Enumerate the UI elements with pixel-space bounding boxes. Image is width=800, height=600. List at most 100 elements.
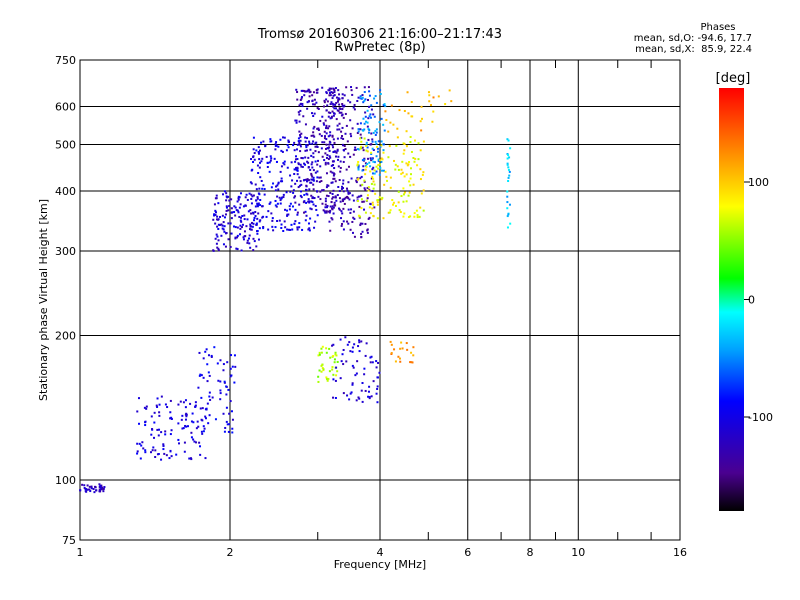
- data-point: [287, 139, 290, 142]
- data-point: [334, 204, 337, 207]
- data-point: [332, 189, 335, 192]
- data-point: [344, 196, 347, 199]
- data-point: [252, 136, 255, 139]
- data-point: [333, 361, 336, 364]
- data-point: [299, 150, 302, 153]
- data-point: [301, 105, 304, 108]
- data-point: [324, 197, 327, 200]
- data-point: [102, 490, 105, 493]
- data-point: [349, 101, 352, 104]
- data-point: [290, 185, 293, 188]
- data-point: [406, 91, 409, 94]
- data-point: [211, 396, 214, 399]
- data-point: [239, 219, 242, 222]
- data-point: [366, 150, 369, 153]
- data-point: [310, 112, 313, 115]
- data-point: [416, 216, 419, 219]
- data-point: [508, 156, 511, 159]
- data-point: [247, 237, 250, 240]
- data-point: [294, 201, 297, 204]
- data-point: [314, 204, 317, 207]
- data-point: [312, 114, 315, 117]
- data-point: [329, 134, 332, 137]
- data-point: [170, 417, 173, 420]
- data-point: [301, 157, 304, 160]
- data-point: [328, 87, 331, 90]
- data-point: [295, 166, 298, 169]
- data-point: [325, 194, 328, 197]
- data-point: [354, 146, 357, 149]
- data-point: [269, 159, 272, 162]
- data-point: [215, 233, 218, 236]
- data-point: [312, 169, 315, 172]
- data-point: [340, 210, 343, 213]
- data-point: [298, 120, 301, 123]
- data-point: [378, 371, 381, 374]
- data-point: [311, 94, 314, 97]
- data-point: [351, 194, 354, 197]
- data-point: [357, 128, 360, 131]
- data-point: [231, 365, 234, 368]
- data-point: [338, 98, 341, 101]
- stats-o-mode: mean, sd,O: -94.6, 17.7: [633, 33, 752, 44]
- data-point: [321, 367, 324, 370]
- data-point: [258, 161, 261, 164]
- data-point: [225, 195, 228, 198]
- data-point: [349, 228, 352, 231]
- data-point: [403, 175, 406, 178]
- data-point: [332, 177, 335, 180]
- data-point: [371, 168, 374, 171]
- data-point: [225, 206, 228, 209]
- data-point: [391, 199, 394, 202]
- data-point: [160, 458, 163, 461]
- data-point: [236, 200, 239, 203]
- data-point: [233, 205, 236, 208]
- data-point: [280, 177, 283, 180]
- data-point: [318, 176, 321, 179]
- data-point: [301, 89, 304, 92]
- data-point: [368, 115, 371, 118]
- data-point: [376, 147, 379, 150]
- data-point: [307, 156, 310, 159]
- data-point: [376, 217, 379, 220]
- data-point: [268, 202, 271, 205]
- colorbar-tick-label: 100: [748, 176, 769, 189]
- data-point: [344, 112, 347, 115]
- data-point: [325, 138, 328, 141]
- data-point: [301, 228, 304, 231]
- data-point: [256, 229, 259, 232]
- data-point: [367, 127, 370, 130]
- data-point: [271, 225, 274, 228]
- data-point: [144, 424, 147, 427]
- data-point: [141, 441, 144, 444]
- data-point: [509, 147, 512, 150]
- data-point: [140, 444, 143, 447]
- data-point: [422, 171, 425, 174]
- data-point: [359, 137, 362, 140]
- data-point: [324, 203, 327, 206]
- data-point: [419, 168, 422, 171]
- data-point: [222, 228, 225, 231]
- data-point: [319, 165, 322, 168]
- data-point: [257, 212, 260, 215]
- data-point: [332, 105, 335, 108]
- data-point: [222, 412, 225, 415]
- colorbar-label: [deg]: [716, 71, 751, 86]
- data-point: [156, 428, 159, 431]
- data-point: [199, 453, 202, 456]
- data-point: [151, 449, 154, 452]
- data-point: [268, 161, 271, 164]
- data-point: [329, 117, 332, 120]
- data-point: [344, 336, 347, 339]
- data-point: [252, 160, 255, 163]
- data-point: [308, 227, 311, 230]
- data-point: [234, 226, 237, 229]
- data-point: [330, 164, 333, 167]
- data-point: [275, 160, 278, 163]
- data-point: [194, 404, 197, 407]
- data-point: [219, 389, 222, 392]
- data-point: [318, 351, 321, 354]
- data-point: [311, 166, 314, 169]
- data-point: [292, 144, 295, 147]
